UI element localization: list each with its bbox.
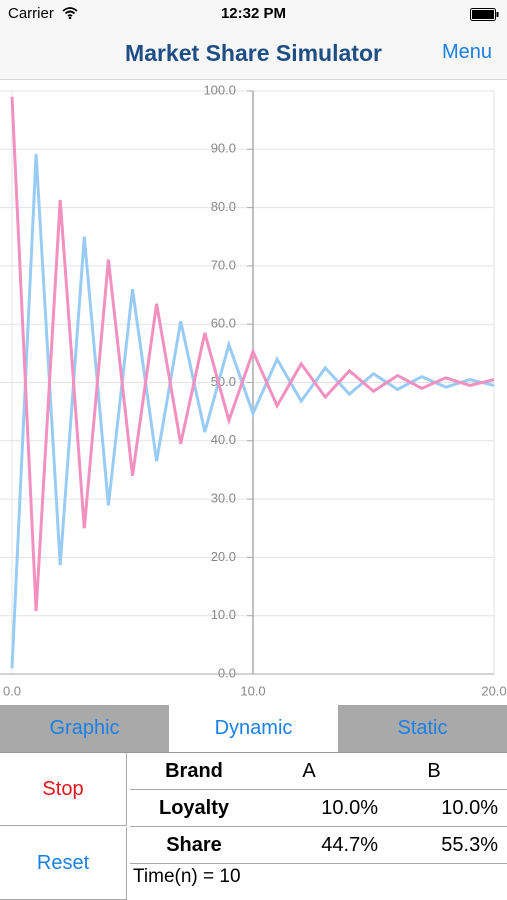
stop-button[interactable]: Stop [0,753,127,826]
reset-button[interactable]: Reset [0,827,127,900]
tab-graphic[interactable]: Graphic [0,705,169,752]
row-label: Share [166,834,222,856]
nav-title: Market Share Simulator [125,40,382,66]
row-label: Loyalty [158,797,230,819]
y-tick-label: 80.0 [211,199,236,214]
table-header: Brand A B [130,753,507,790]
carrier: Carrier [8,5,54,22]
y-tick-label: 60.0 [211,316,236,331]
x-tick-label: 10.0 [240,683,265,698]
cell: 44.7% [321,834,378,856]
table-row: Share 44.7% 55.3% [130,827,507,864]
series-line [10,153,495,669]
y-tick-label: 90.0 [211,141,236,156]
cell: 10.0% [321,797,378,819]
header-cell: Brand [165,760,223,782]
tab-dynamic[interactable]: Dynamic [169,705,338,752]
x-tick-label: 0.0 [3,683,21,698]
menu-button[interactable]: Menu [441,41,492,63]
y-tick-label: 70.0 [211,257,236,272]
y-tick-label: 100.0 [203,82,236,97]
y-tick-label: 10.0 [211,607,236,622]
cell: 10.0% [441,797,498,819]
control-panel: Stop Reset Brand A B Loyalty 10.0% 10.0%… [0,752,507,900]
table-row: Loyalty 10.0% 10.0% [130,790,507,827]
y-tick-label: 20.0 [211,549,236,564]
y-tick-label: 40.0 [211,432,236,447]
nav-bar: Market Share Simulator Menu [0,28,507,80]
series-line [10,96,495,612]
segmented-control: Graphic Dynamic Static [0,705,507,752]
chart: 0.0 10.0 20.0 30.0 40.0 50.0 60.0 70.0 80.0 90.0 1… [0,82,507,698]
x-tick-label: 20.0 [481,683,506,698]
tab-static[interactable]: Static [338,705,507,752]
y-tick-label: 0.0 [218,665,236,680]
header-cell: A [302,760,316,782]
header-cell: B [427,760,441,782]
clock: 12:32 PM [220,5,287,22]
y-tick-label: 30.0 [211,491,236,506]
cell: 55.3% [441,834,498,856]
battery-icon [470,8,499,21]
status-bar: Carrier 12:32 PM [0,0,507,28]
wifi-icon [62,7,78,19]
y-tick-label: 50.0 [211,374,236,389]
time-label: Time(n) = 10 [133,866,241,887]
